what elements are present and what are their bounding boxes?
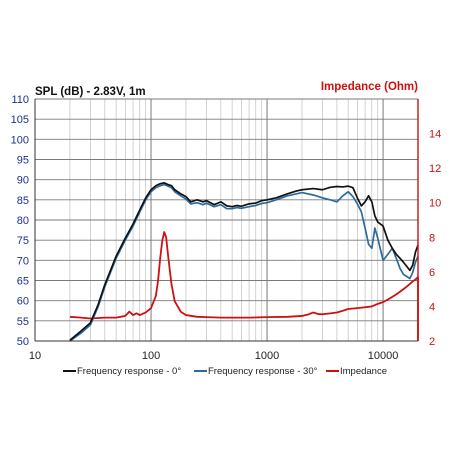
x-tick-label: 1000 [255, 350, 279, 362]
left-tick-label: 55 [17, 316, 29, 328]
left-tick-label: 90 [17, 175, 29, 187]
left-axis-title: SPL (dB) - 2.83V, 1m [35, 86, 146, 98]
left-tick-label: 95 [17, 155, 29, 167]
right-tick-label: 8 [429, 232, 435, 244]
left-axis-ticks: 50 55 60 65 70 75 80 85 90 95 100 105 110 [11, 94, 29, 348]
right-tick-label: 4 [429, 301, 435, 313]
legend-label-2: Impedance [340, 366, 387, 377]
series-line-1 [69, 183, 419, 342]
legend: Frequency response - 0° Frequency respons… [63, 366, 387, 377]
right-tick-label: 2 [429, 336, 435, 348]
x-tick-label: 10000 [368, 350, 399, 362]
left-tick-label: 80 [17, 215, 29, 227]
left-tick-label: 60 [17, 296, 29, 308]
left-tick-label: 50 [17, 336, 29, 348]
x-tick-label: 100 [142, 350, 160, 362]
legend-label-1: Frequency response - 30° [208, 366, 318, 377]
axis-lines [34, 99, 419, 342]
right-axis-title: Impedance (Ohm) [321, 81, 418, 93]
left-tick-label: 100 [11, 134, 29, 146]
series-line-2 [69, 231, 419, 320]
right-tick-label: 12 [429, 163, 441, 175]
left-tick-label: 110 [11, 94, 29, 106]
left-tick-label: 65 [17, 276, 29, 288]
series-line-0 [69, 182, 419, 341]
right-tick-label: 10 [429, 198, 441, 210]
x-tick-label: 10 [29, 350, 41, 362]
legend-label-0: Frequency response - 0° [77, 366, 181, 377]
left-tick-label: 85 [17, 195, 29, 207]
x-axis-ticks: 10 100 1000 10000 [29, 350, 398, 362]
right-tick-label: 14 [429, 129, 441, 141]
left-tick-label: 70 [17, 255, 29, 267]
right-axis-ticks: 2 4 6 8 10 12 14 [429, 129, 441, 348]
right-tick-label: 6 [429, 267, 435, 279]
left-tick-label: 75 [17, 235, 29, 247]
left-tick-label: 105 [11, 114, 29, 126]
